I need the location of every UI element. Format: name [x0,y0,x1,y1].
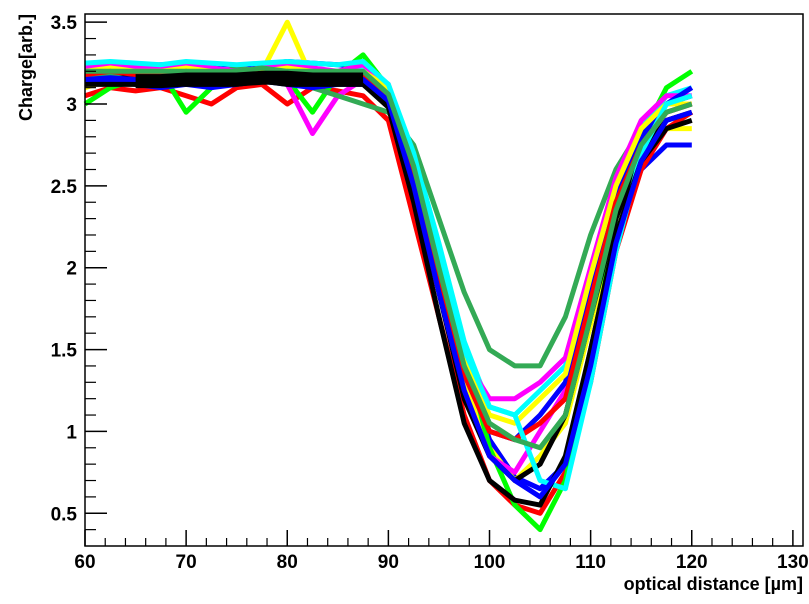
x-tick-label: 120 [676,552,708,573]
y-axis-title: Charge[arb.] [16,14,36,121]
y-tick-label: 2 [66,259,77,280]
mean-band-line [135,70,364,89]
x-tick-label: 70 [176,552,197,573]
plot-frame [84,13,804,547]
y-tick-label: 3 [66,95,77,116]
y-tick-label: 2.5 [51,177,78,198]
y-tick-label: 0.5 [51,504,78,525]
tick-layer: 60 70 80 90 100 110 120 130 0.5 1 1.5 2 2.5 3 3.5 [51,13,809,573]
x-tick-label: 130 [777,552,809,573]
x-axis-title: optical distance [µm] [624,574,803,594]
x-tick-label: 110 [575,552,606,573]
x-tick-label: 80 [277,552,298,573]
x-tick-label: 100 [474,552,506,573]
series-line-16 [85,65,693,451]
y-tick-label: 1 [66,422,77,443]
y-tick-label: 1.5 [51,341,78,362]
series-layer [83,19,694,533]
x-tick-label: 60 [74,552,95,573]
x-tick-label: 90 [378,552,399,573]
y-tick-label: 3.5 [51,13,78,34]
series-line-13 [84,59,693,492]
